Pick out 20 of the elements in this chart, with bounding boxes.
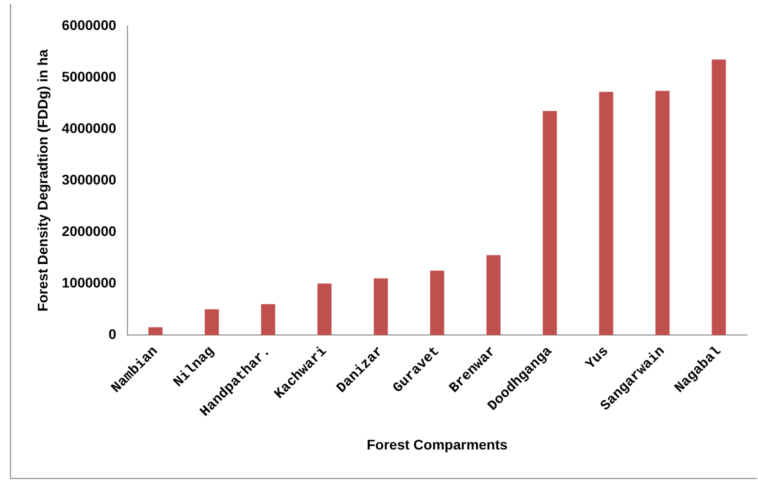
bar	[599, 92, 614, 335]
y-tick-label: 5000000	[62, 68, 117, 84]
bar	[148, 327, 163, 335]
bar	[204, 309, 219, 335]
y-tick-label: 6000000	[62, 16, 117, 33]
x-axis-title: Forest Comparments	[366, 436, 508, 452]
y-tick-label: 0	[108, 326, 117, 342]
bar	[430, 270, 444, 335]
y-tick-label: 1000000	[62, 274, 117, 290]
y-axis-title: Forest Density Degradtion (FDDg) in ha	[34, 49, 50, 312]
bar	[374, 278, 388, 335]
bar	[261, 304, 276, 335]
bar	[486, 255, 501, 335]
y-tick-label: 3000000	[62, 171, 117, 188]
bar	[655, 90, 670, 335]
bar	[542, 110, 557, 335]
bar	[712, 59, 726, 335]
bar	[317, 283, 332, 335]
y-tick-label: 2000000	[62, 222, 117, 239]
y-tick-label: 4000000	[62, 120, 117, 136]
